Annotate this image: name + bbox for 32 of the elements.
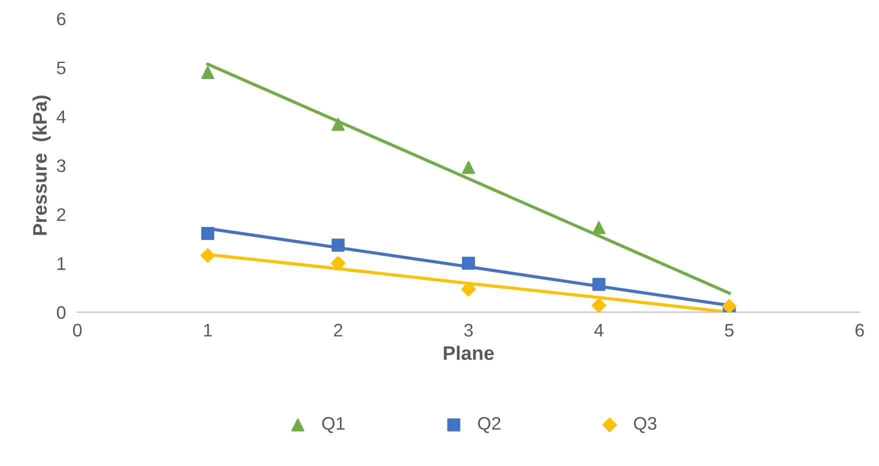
point (462, 160, 476, 174)
point (332, 118, 345, 131)
y-tick-label: 0 (56, 306, 66, 319)
point (462, 256, 476, 270)
point (592, 298, 606, 312)
x-tick-label: 2 (334, 324, 342, 336)
y-tick-label: 5 (56, 62, 66, 74)
point (201, 226, 214, 240)
legend-label: Q2 (478, 417, 500, 434)
point (592, 221, 606, 234)
legend-label: Q3 (634, 417, 656, 434)
x-tick-label: 6 (856, 324, 864, 337)
x-axis-title: Plane (444, 346, 494, 360)
point (722, 299, 737, 312)
x-tick-label: 3 (464, 324, 473, 337)
point (461, 282, 476, 297)
y-axis-title: Pressure (kPa) (32, 96, 51, 235)
x-tick-label: 4 (594, 324, 604, 336)
y-tick-label: 4 (56, 110, 66, 124)
point (200, 248, 216, 263)
point (592, 278, 606, 291)
x-tick-label: 0 (73, 324, 82, 337)
y-tick-label: 2 (57, 208, 66, 221)
x-tick-label: 5 (724, 324, 734, 337)
y-tick-label: 1 (58, 257, 66, 270)
legend-label: Q1 (322, 417, 345, 434)
x-tick-label: 1 (204, 324, 212, 336)
y-tick-label: 3 (56, 159, 66, 172)
y-tick-label: 6 (57, 12, 66, 26)
point (332, 238, 345, 252)
point (330, 256, 346, 271)
point (201, 66, 214, 79)
